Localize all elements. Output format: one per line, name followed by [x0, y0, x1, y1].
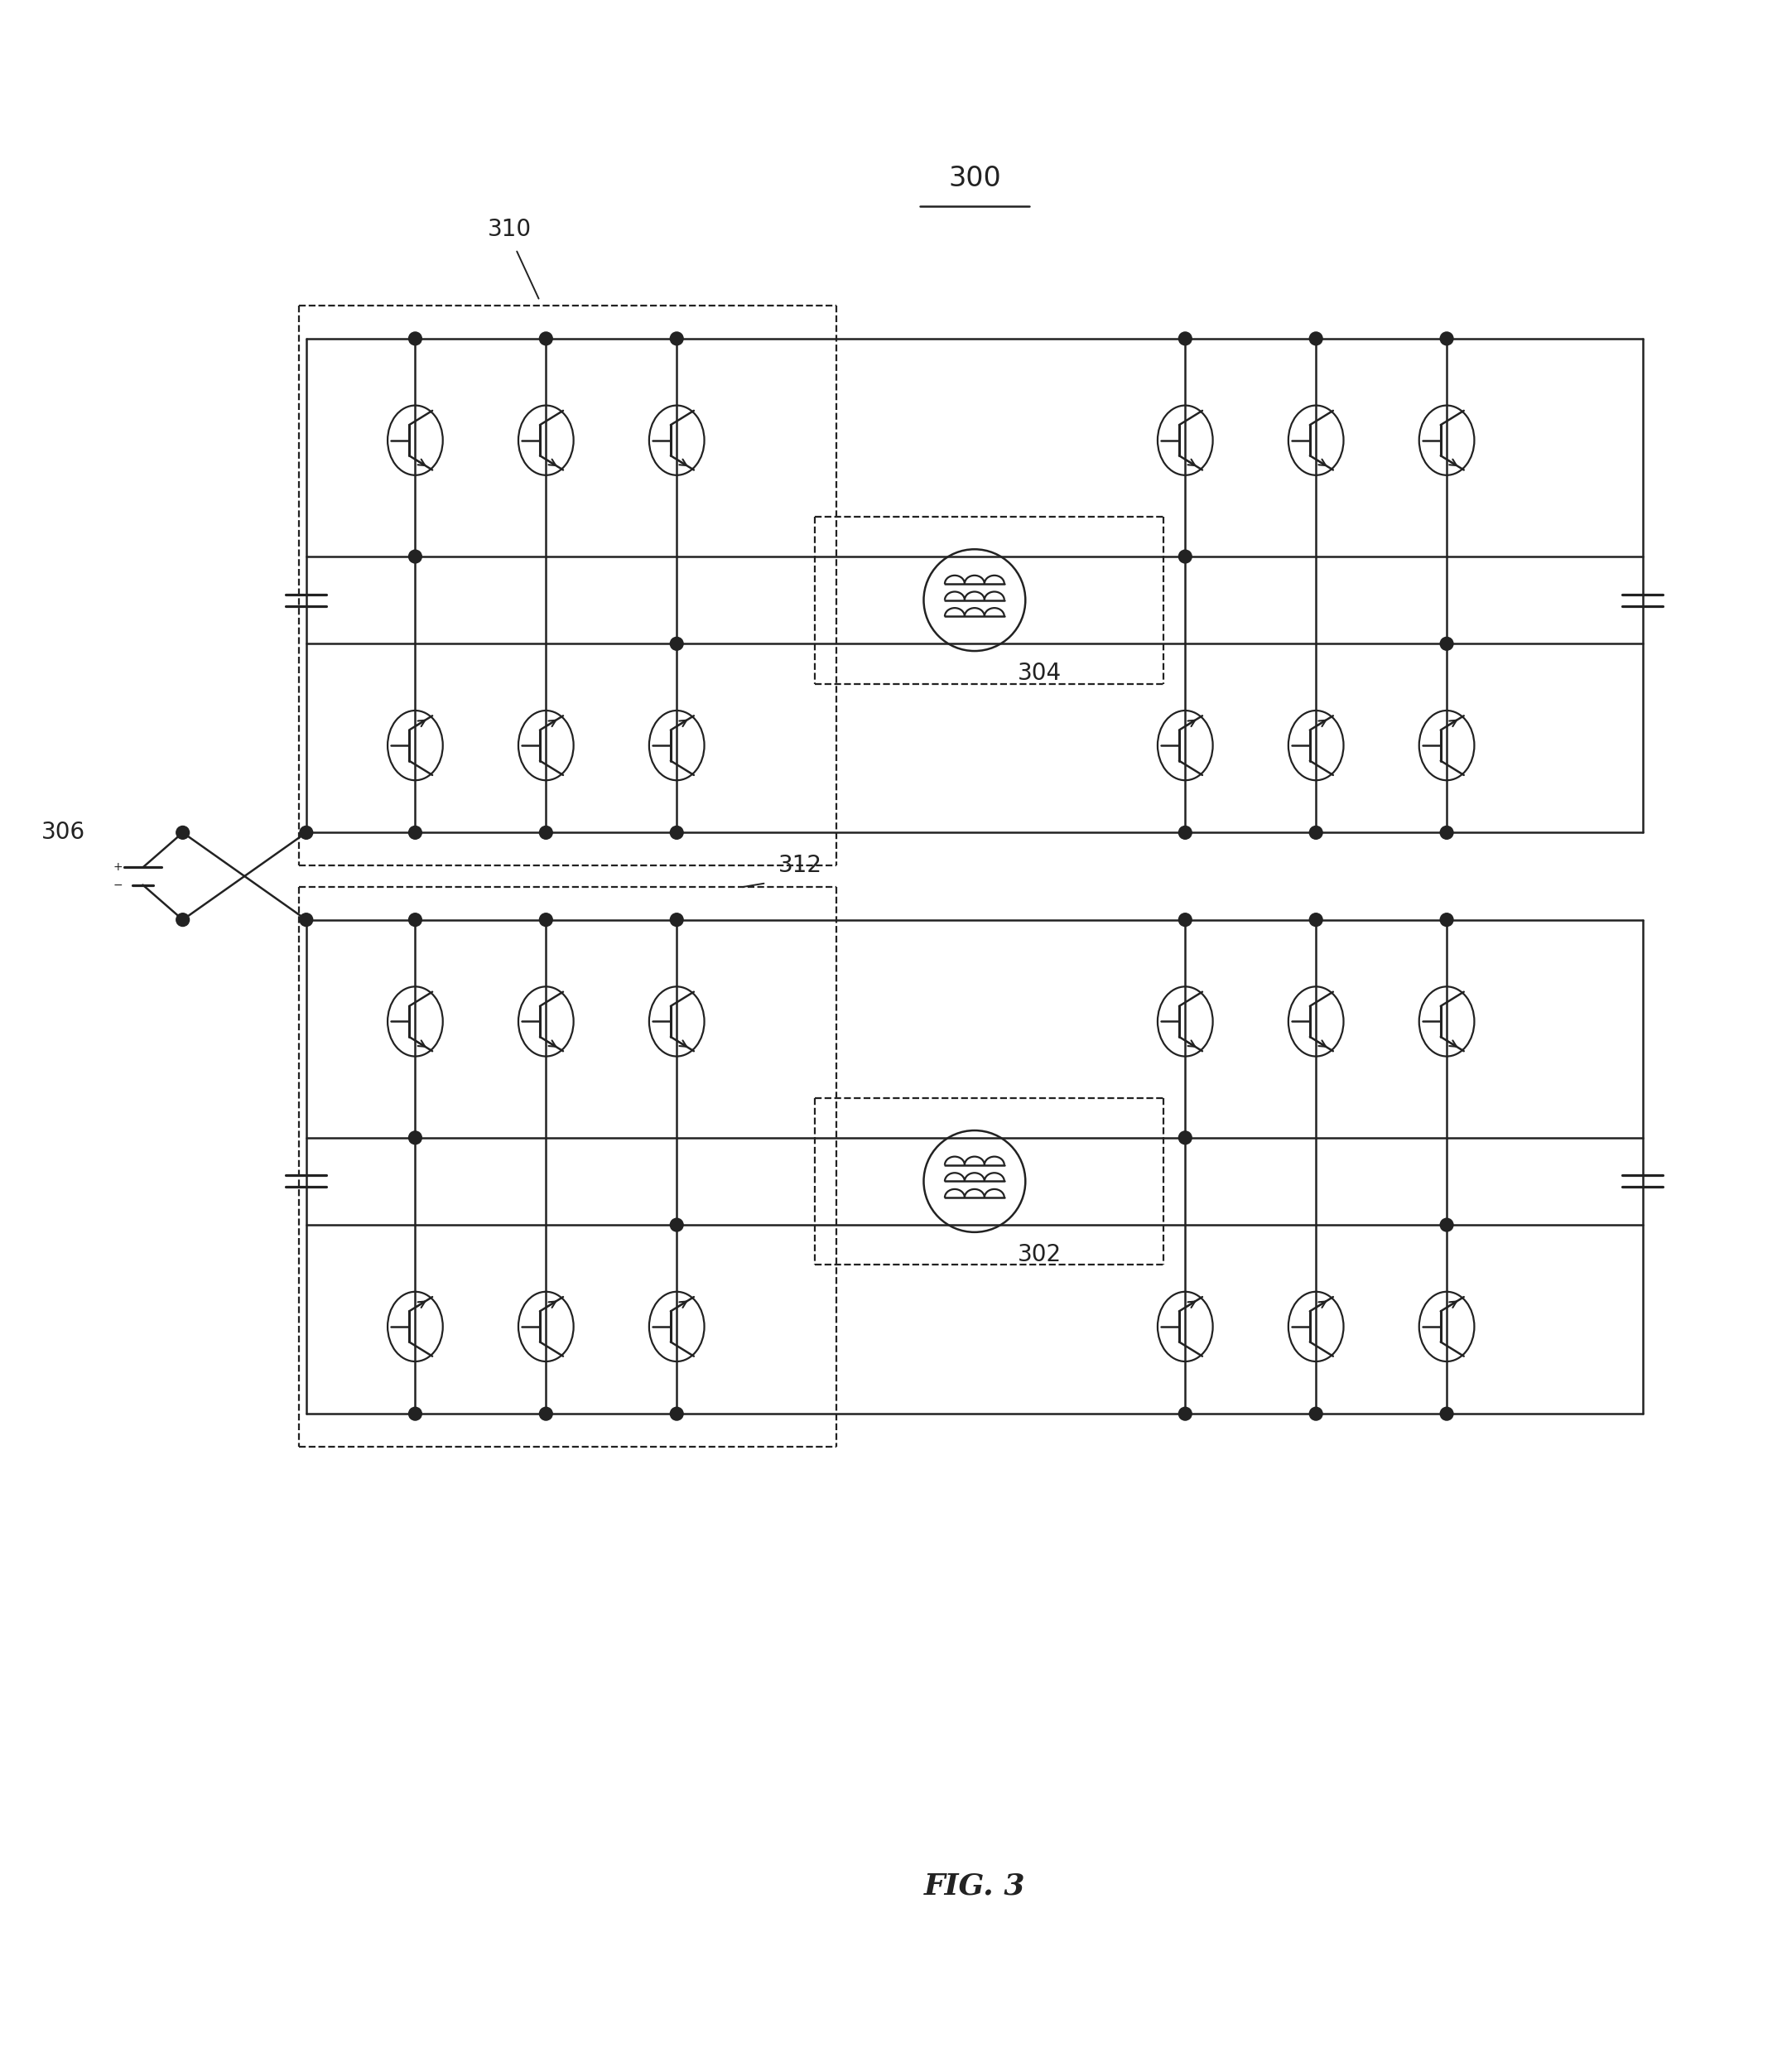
Circle shape — [408, 332, 422, 346]
Circle shape — [540, 1407, 552, 1419]
Circle shape — [299, 827, 314, 839]
Circle shape — [1310, 914, 1322, 926]
Circle shape — [1440, 914, 1454, 926]
Circle shape — [1440, 332, 1454, 346]
Circle shape — [1440, 827, 1454, 839]
Circle shape — [670, 332, 683, 346]
Text: −: − — [114, 879, 123, 891]
Circle shape — [1178, 332, 1192, 346]
Circle shape — [540, 827, 552, 839]
Circle shape — [670, 1218, 683, 1231]
Circle shape — [408, 914, 422, 926]
Circle shape — [1178, 1407, 1192, 1419]
Circle shape — [299, 914, 314, 926]
Circle shape — [1440, 638, 1454, 651]
Text: 312: 312 — [779, 854, 822, 876]
Circle shape — [1310, 827, 1322, 839]
Circle shape — [540, 914, 552, 926]
Circle shape — [670, 1407, 683, 1419]
Circle shape — [670, 914, 683, 926]
Text: 304: 304 — [1018, 661, 1062, 686]
Circle shape — [1440, 1218, 1454, 1231]
Circle shape — [176, 827, 189, 839]
Circle shape — [1178, 914, 1192, 926]
Circle shape — [1178, 549, 1192, 564]
Circle shape — [540, 332, 552, 346]
Circle shape — [1310, 1407, 1322, 1419]
Text: 310: 310 — [488, 218, 531, 240]
Circle shape — [408, 549, 422, 564]
Circle shape — [408, 1407, 422, 1419]
Text: 302: 302 — [1018, 1243, 1062, 1266]
Circle shape — [1178, 827, 1192, 839]
Circle shape — [176, 914, 189, 926]
Circle shape — [1178, 1131, 1192, 1144]
Text: +: + — [114, 862, 123, 872]
Text: FIG. 3: FIG. 3 — [923, 1871, 1025, 1900]
Text: 300: 300 — [948, 166, 1001, 193]
Circle shape — [1310, 332, 1322, 346]
Text: 306: 306 — [41, 821, 86, 843]
Circle shape — [670, 827, 683, 839]
Circle shape — [408, 827, 422, 839]
Circle shape — [670, 638, 683, 651]
Circle shape — [408, 1131, 422, 1144]
Circle shape — [1440, 1407, 1454, 1419]
